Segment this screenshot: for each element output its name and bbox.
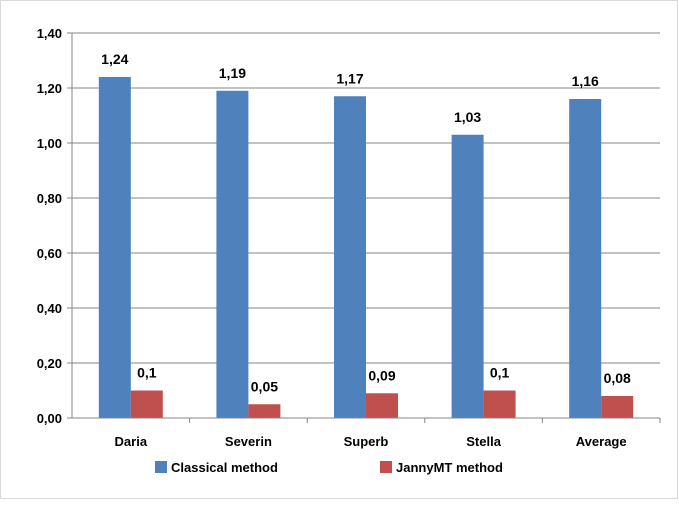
bar [130, 390, 163, 418]
category-label: Stella [466, 434, 501, 449]
category-label: Average [576, 434, 627, 449]
bar [334, 96, 366, 418]
legend-swatch [155, 461, 167, 473]
bar [98, 77, 131, 418]
bar [451, 134, 484, 418]
y-tick-label: 1,00 [37, 136, 62, 151]
bar [569, 99, 602, 418]
data-label: 0,09 [368, 367, 395, 383]
y-tick-label: 0,80 [37, 191, 62, 206]
data-label: 1,16 [572, 73, 599, 89]
data-label: 0,08 [604, 370, 631, 386]
y-tick-label: 0,20 [37, 356, 62, 371]
legend-label: Classical method [171, 460, 278, 475]
data-label: 0,1 [490, 365, 510, 381]
bar [216, 90, 249, 418]
bar [483, 390, 516, 418]
category-label: Superb [344, 434, 389, 449]
data-label: 1,19 [219, 65, 246, 81]
category-label: Daria [115, 434, 148, 449]
bar [366, 393, 398, 418]
y-tick-label: 0,40 [37, 301, 62, 316]
bar [601, 396, 634, 418]
data-label: 1,03 [454, 109, 481, 125]
data-label: 0,05 [251, 378, 278, 394]
data-label: 0,1 [137, 365, 157, 381]
data-label: 1,17 [336, 70, 363, 86]
y-tick-label: 1,40 [37, 26, 62, 41]
y-tick-label: 0,60 [37, 246, 62, 261]
legend-label: JannyMT method [396, 460, 503, 475]
y-tick-label: 1,20 [37, 81, 62, 96]
data-label: 1,24 [101, 51, 128, 67]
y-tick-label: 0,00 [37, 411, 62, 426]
legend-swatch [380, 461, 392, 473]
bar [248, 404, 281, 418]
category-label: Severin [225, 434, 272, 449]
